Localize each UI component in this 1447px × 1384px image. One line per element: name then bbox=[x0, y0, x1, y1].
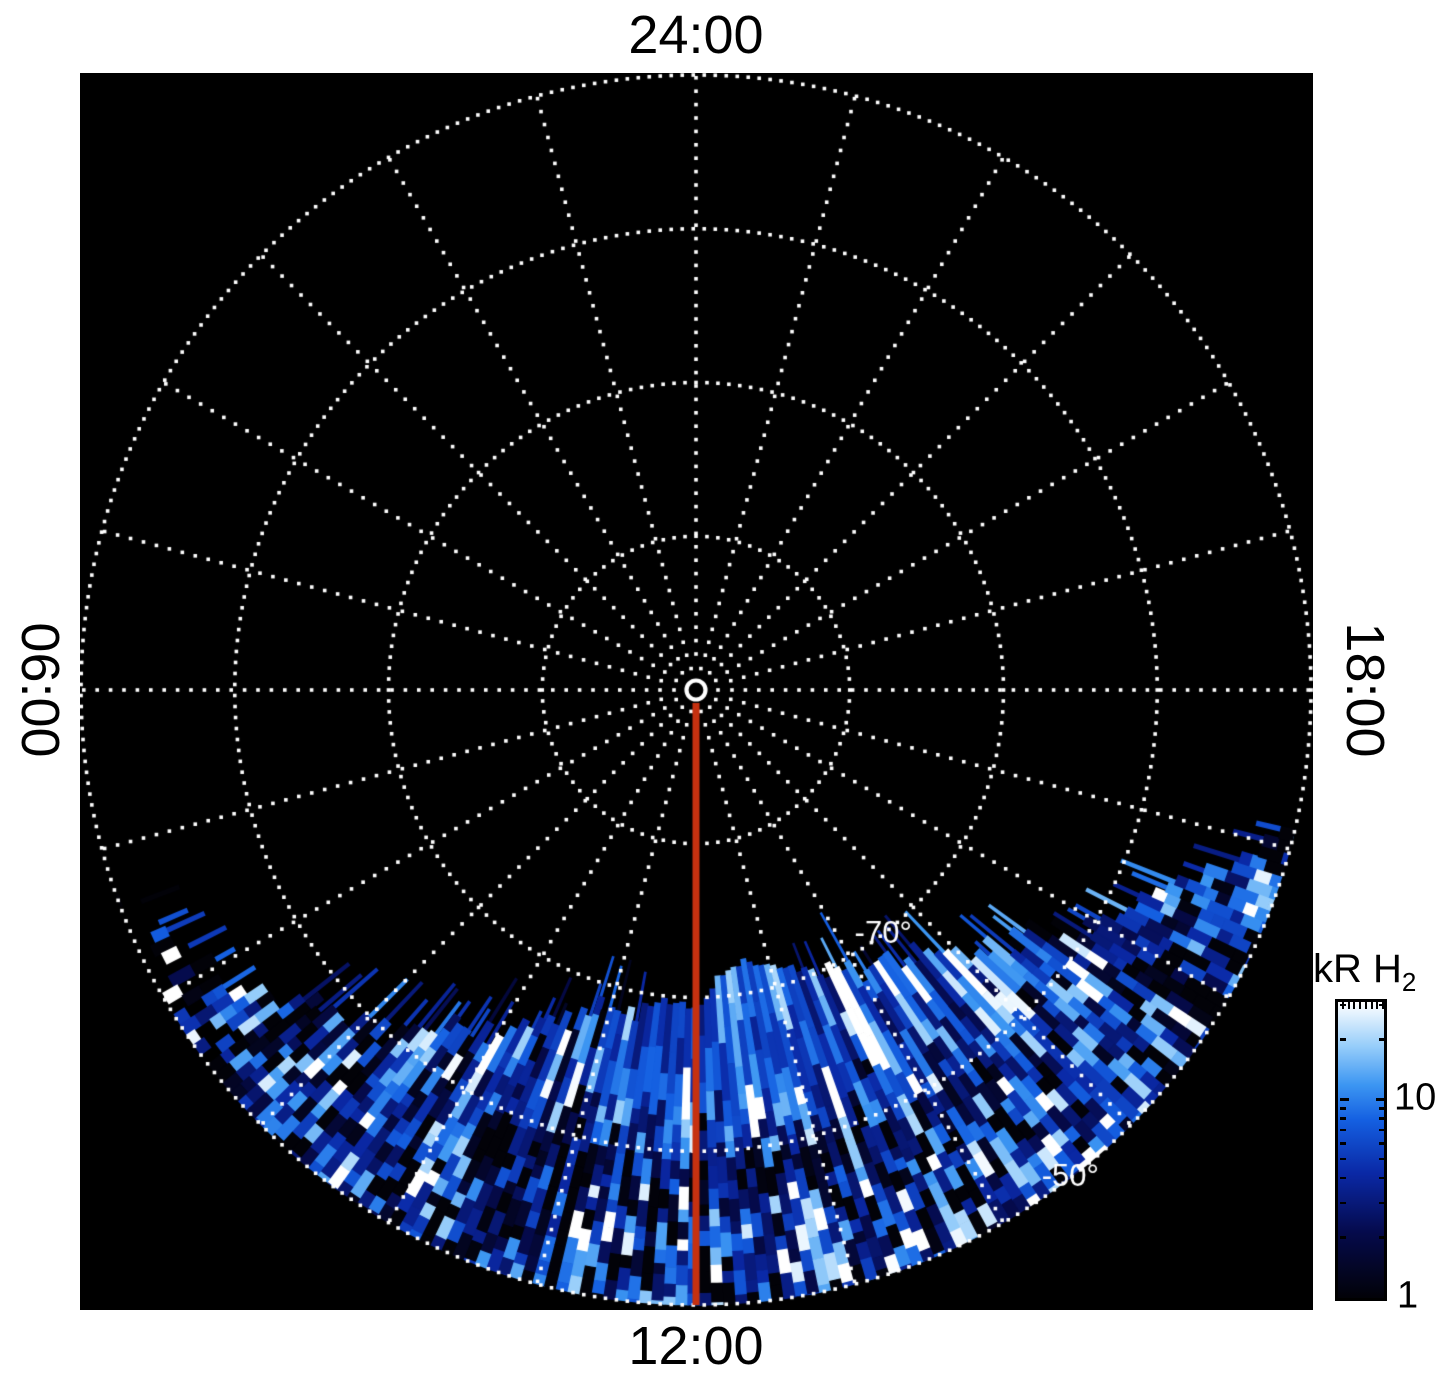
colorbar-tick bbox=[1379, 1201, 1385, 1205]
colorbar-tick bbox=[1379, 1236, 1385, 1239]
colorbar-tick bbox=[1347, 1002, 1350, 1009]
polar-plot-canvas bbox=[80, 73, 1313, 1310]
colorbar-tick bbox=[1340, 1157, 1346, 1161]
colorbar-tick bbox=[1340, 1176, 1346, 1180]
colorbar bbox=[1335, 999, 1387, 1301]
colorbar-gradient bbox=[1338, 1002, 1384, 1298]
hour-label-1200: 12:00 bbox=[628, 1316, 764, 1376]
colorbar-tick bbox=[1379, 1128, 1385, 1132]
colorbar-tick bbox=[1379, 1107, 1385, 1110]
colorbar-tick bbox=[1340, 1236, 1346, 1239]
colorbar-tick bbox=[1340, 1141, 1346, 1145]
colorbar-tick bbox=[1376, 1002, 1379, 1009]
colorbar-tick bbox=[1381, 1002, 1384, 1009]
colorbar-title: kR H2 bbox=[1313, 947, 1416, 998]
colorbar-tick bbox=[1379, 1141, 1385, 1145]
colorbar-tick bbox=[1340, 1098, 1349, 1101]
colorbar-tick-label-1: 1 bbox=[1397, 1274, 1419, 1317]
colorbar-tick bbox=[1364, 1002, 1367, 1009]
colorbar-tick bbox=[1340, 1117, 1346, 1120]
colorbar-tick bbox=[1340, 1107, 1346, 1110]
colorbar-tick bbox=[1353, 1002, 1356, 1009]
colorbar-tick bbox=[1379, 1038, 1385, 1041]
hour-label-2400: 24:00 bbox=[628, 5, 764, 65]
colorbar-tick bbox=[1379, 1157, 1385, 1161]
hour-label-0600: 06:00 bbox=[10, 622, 70, 758]
colorbar-tick bbox=[1379, 1117, 1385, 1120]
hour-label-1800: 18:00 bbox=[1335, 622, 1395, 758]
colorbar-tick bbox=[1379, 1176, 1385, 1180]
colorbar-title-text: kR H bbox=[1313, 947, 1402, 991]
colorbar-tick bbox=[1340, 1128, 1346, 1132]
colorbar-tick bbox=[1376, 1098, 1385, 1101]
colorbar-tick bbox=[1359, 1002, 1362, 1009]
colorbar-tick bbox=[1342, 1002, 1344, 1009]
colorbar-tick bbox=[1340, 1038, 1346, 1041]
colorbar-tick-label-10: 10 bbox=[1394, 1076, 1437, 1119]
colorbar-tick bbox=[1340, 1201, 1346, 1205]
colorbar-title-subscript: 2 bbox=[1401, 967, 1417, 997]
colorbar-tick bbox=[1370, 1002, 1373, 1009]
